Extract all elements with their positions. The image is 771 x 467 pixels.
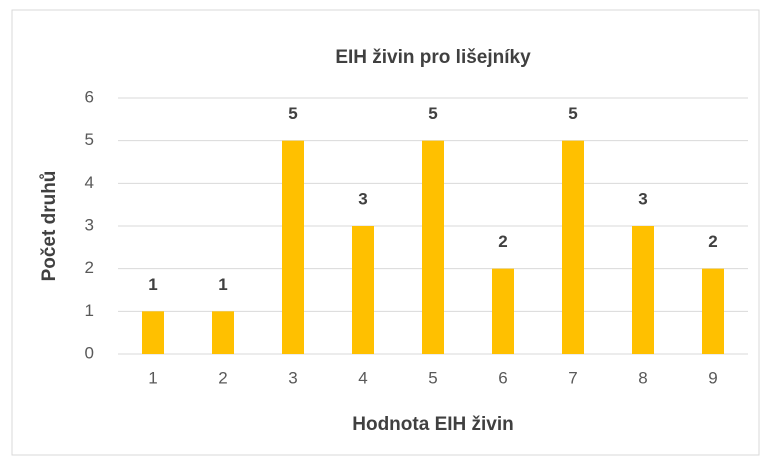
y-tick-label: 1 bbox=[85, 301, 94, 320]
x-tick-label: 5 bbox=[428, 368, 437, 387]
data-label: 5 bbox=[428, 104, 437, 123]
bar bbox=[492, 268, 514, 354]
data-label: 1 bbox=[148, 275, 157, 294]
data-label: 5 bbox=[288, 104, 297, 123]
y-tick-label: 6 bbox=[85, 87, 94, 106]
data-label: 1 bbox=[218, 275, 227, 294]
x-tick-label: 9 bbox=[708, 368, 717, 387]
data-label: 3 bbox=[358, 189, 367, 208]
bar bbox=[352, 226, 374, 354]
x-tick-label: 1 bbox=[148, 368, 157, 387]
bar bbox=[702, 268, 724, 354]
x-tick-label: 2 bbox=[218, 368, 227, 387]
x-tick-label: 6 bbox=[498, 368, 507, 387]
chart-title: EIH živin pro lišejníky bbox=[335, 47, 531, 68]
x-tick-label: 4 bbox=[358, 368, 367, 387]
bar bbox=[632, 226, 654, 354]
bar bbox=[562, 140, 584, 354]
y-tick-label: 3 bbox=[85, 215, 94, 234]
x-tick-label: 7 bbox=[568, 368, 577, 387]
y-tick-label: 5 bbox=[85, 130, 94, 149]
y-axis-label: Počet druhů bbox=[39, 171, 60, 282]
y-tick-label: 0 bbox=[85, 343, 94, 362]
y-tick-label: 4 bbox=[85, 173, 94, 192]
data-label: 5 bbox=[568, 104, 577, 123]
data-label: 2 bbox=[708, 232, 717, 251]
bar bbox=[282, 140, 304, 354]
bar bbox=[422, 140, 444, 354]
y-tick-label: 2 bbox=[85, 258, 94, 277]
x-axis-label: Hodnota EIH živin bbox=[352, 414, 514, 435]
data-label: 3 bbox=[638, 189, 647, 208]
data-label: 2 bbox=[498, 232, 507, 251]
x-tick-label: 8 bbox=[638, 368, 647, 387]
bar bbox=[212, 311, 234, 354]
bar bbox=[142, 311, 164, 354]
x-tick-label: 3 bbox=[288, 368, 297, 387]
